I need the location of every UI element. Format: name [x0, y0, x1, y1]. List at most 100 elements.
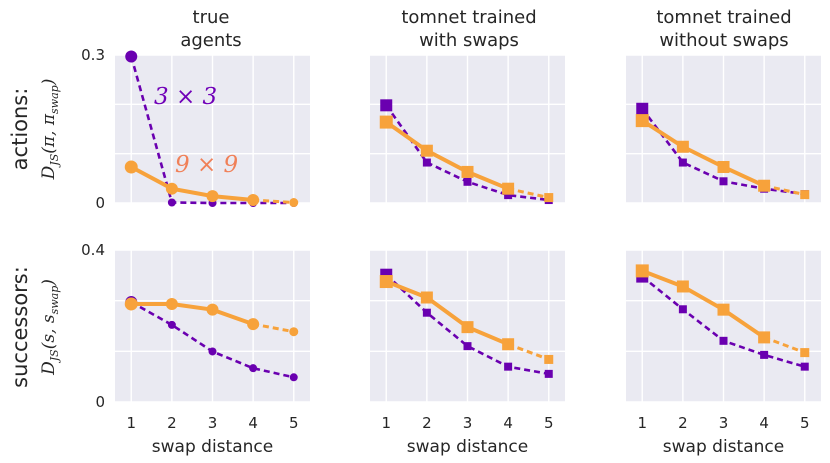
column-titles: true agents tomnet trained with swaps to… [180, 7, 791, 51]
ylabel-actions-sub: JS [48, 153, 61, 167]
series-line-9x9-dashed [253, 198, 294, 204]
marker-3x3-x3 [719, 177, 728, 186]
marker-9x9-x3 [206, 303, 219, 316]
panel-r2-c3: 1 2 3 4 5 swap distance [626, 249, 821, 457]
marker-9x9-x2 [165, 297, 178, 310]
marker-9x9-x5 [800, 190, 810, 200]
xtick-label: 3 [463, 414, 473, 432]
marker-3x3-x4 [504, 362, 513, 371]
xtick-label: 5 [800, 414, 810, 432]
ylabel-successors: DJS(s, sswap) [39, 279, 61, 376]
marker-3x3-x2 [422, 158, 431, 167]
xtick-label: 2 [678, 414, 688, 432]
annotation-3x3: 3 × 3 [154, 84, 217, 110]
marker-9x9-x1 [635, 114, 649, 128]
ylabel-successors-args: (s, s [39, 314, 59, 349]
xtick-label: 4 [759, 414, 769, 432]
ylabel-actions-close: ) [39, 79, 59, 87]
series-line-9x9 [641, 118, 765, 188]
ytick-label-min: 0 [95, 194, 105, 212]
marker-9x9-x4 [758, 179, 771, 192]
marker-3x3-x4 [249, 364, 258, 373]
xtick-label: 5 [289, 414, 299, 432]
col-title-1-line2: agents [180, 30, 241, 51]
marker-9x9-x4 [502, 338, 515, 351]
ylabel-actions: DJS(π, πswap) [39, 79, 61, 181]
marker-3x3-x1 [636, 102, 649, 115]
marker-9x9-x3 [461, 165, 474, 178]
xtick-label: 1 [126, 414, 136, 432]
marker-3x3-x1 [125, 50, 138, 63]
marker-3x3-x3 [208, 347, 217, 356]
marker-9x9-x1 [379, 115, 393, 129]
marker-3x3-x2 [167, 320, 176, 329]
row-label-actions-text: actions: [8, 88, 32, 171]
marker-3x3-x1 [380, 99, 393, 112]
marker-9x9-x5 [289, 327, 299, 337]
col-title-2-line2: with swaps [419, 30, 519, 51]
ylabel-actions-args: (π, π [39, 113, 59, 154]
col-title-1-line1: true [193, 7, 230, 28]
ytick-label-min: 0 [95, 393, 105, 411]
marker-9x9-x2 [420, 144, 433, 157]
ylabel-actions-args-sub: swap [48, 85, 61, 114]
marker-3x3-x2 [167, 198, 176, 207]
marker-3x3-x2 [678, 158, 687, 167]
marker-9x9-x2 [420, 291, 433, 304]
row-label-successors-text: successors: [8, 266, 32, 388]
xaxis-label: swap distance [663, 437, 784, 457]
marker-9x9-x3 [461, 321, 474, 334]
ytick-label-max: 0.3 [81, 46, 105, 64]
ylabel-successors-close: ) [39, 279, 59, 287]
xtick-label: 4 [503, 414, 513, 432]
marker-9x9-x4 [502, 182, 515, 195]
xaxis-label: swap distance [407, 437, 528, 457]
series-line-9x9-dashed [252, 322, 295, 334]
series-line-9x9-dashed [507, 187, 550, 200]
marker-9x9-x4 [758, 331, 771, 344]
series-line-9x9 [385, 279, 509, 347]
xtick-label: 2 [167, 414, 177, 432]
panel-r2-c1: 0 0.4 1 2 3 4 5 swap distance [81, 241, 310, 457]
marker-3x3-x4 [504, 191, 513, 200]
series-line-9x9-dashed [507, 342, 550, 361]
col-title-2-line1: tomnet trained [401, 7, 536, 28]
marker-9x9-x5 [289, 198, 299, 208]
ylabel-successors-text: DJS(s, sswap) [39, 279, 61, 376]
marker-9x9-x4 [247, 194, 260, 207]
ylabel-successors-d: D [39, 361, 59, 376]
marker-9x9-x2 [165, 182, 178, 195]
xtick-label: 4 [248, 414, 258, 432]
series-line-9x9 [641, 269, 766, 340]
marker-3x3-x5 [289, 373, 298, 382]
marker-3x3-x2 [422, 308, 431, 317]
series-line-9x9-dashed [763, 184, 806, 197]
ylabel-actions-d: D [39, 165, 59, 180]
series-line-9x9 [130, 165, 254, 202]
series-line-9x9 [385, 120, 509, 191]
xtick-label: 2 [422, 414, 432, 432]
row-label-successors: successors: [8, 266, 32, 388]
marker-9x9-x3 [717, 303, 730, 316]
marker-3x3-x3 [719, 336, 728, 345]
panel-r1-c3 [626, 54, 821, 204]
ylabel-actions-text: DJS(π, πswap) [39, 79, 61, 181]
xtick-label: 1 [381, 414, 391, 432]
xaxis-label: swap distance [152, 437, 273, 457]
marker-3x3-x2 [678, 305, 687, 314]
marker-9x9-x2 [676, 280, 689, 293]
series-line-9x9 [131, 302, 254, 326]
panel-r1-c1: 00.3 [81, 46, 310, 212]
xtick-label: 3 [719, 414, 729, 432]
xtick-label: 3 [208, 414, 218, 432]
panel-r1-c2 [370, 54, 565, 205]
marker-9x9-x1 [124, 160, 138, 174]
marker-9x9-x1 [379, 275, 393, 289]
panel-r2-c2: 1 2 3 4 5 swap distance [370, 249, 565, 457]
marker-9x9-x2 [676, 140, 689, 153]
marker-9x9-x1 [635, 264, 649, 278]
marker-9x9-x5 [544, 193, 554, 203]
marker-3x3-x4 [760, 350, 769, 359]
